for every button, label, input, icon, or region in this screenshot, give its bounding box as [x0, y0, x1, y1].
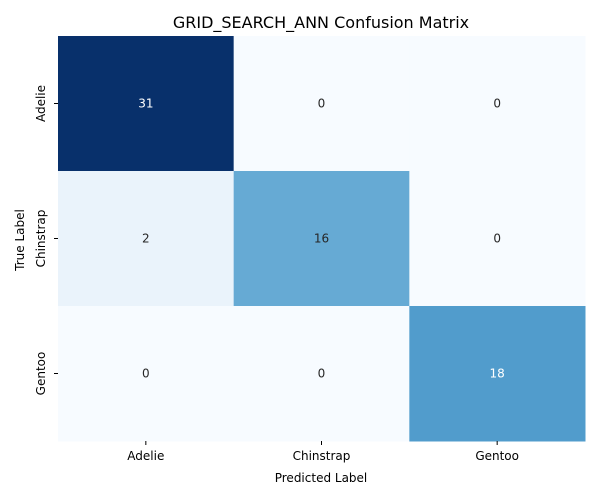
x-axis-label: Predicted Label: [275, 471, 368, 485]
y-tick-label-0: Adelie: [34, 85, 48, 122]
heatmap-cell-0-1: [233, 36, 410, 172]
y-tick-label-2: Gentoo: [34, 352, 48, 396]
x-tick-label-1: Chinstrap: [293, 449, 351, 463]
x-axis-ticks: Adelie Chinstrap Gentoo: [127, 441, 519, 463]
chart-title: GRID_SEARCH_ANN Confusion Matrix: [173, 13, 469, 33]
cell-value-label-0-1: 0: [318, 97, 326, 111]
heatmap-cells: [58, 36, 586, 442]
heatmap-cell-labels: 31 0 0 2 16 0 0 0 18: [138, 97, 505, 381]
cell-value-label-1-2: 0: [493, 232, 501, 246]
heatmap-cell-1-2: [409, 171, 586, 307]
heatmap-cell-2-0: [58, 306, 235, 442]
y-axis-ticks: Adelie Chinstrap Gentoo: [34, 85, 58, 395]
heatmap-cell-1-1: [233, 171, 410, 307]
cell-value-label-2-0: 0: [142, 367, 150, 381]
cell-value-label-2-2: 18: [490, 367, 505, 381]
y-tick-label-1: Chinstrap: [34, 210, 48, 268]
heatmap-cell-2-1: [233, 306, 410, 442]
heatmap-cell-0-2: [409, 36, 586, 172]
y-axis-label: True Label: [13, 209, 27, 272]
heatmap-cell-1-0: [58, 171, 235, 307]
cell-value-label-1-0: 2: [142, 232, 150, 246]
cell-value-label-0-2: 0: [493, 97, 501, 111]
cell-value-label-1-1: 16: [314, 232, 329, 246]
heatmap-cell-2-2: [409, 306, 586, 442]
cell-value-label-2-1: 0: [318, 367, 326, 381]
x-tick-label-0: Adelie: [127, 449, 164, 463]
x-tick-label-2: Gentoo: [475, 449, 519, 463]
cell-value-label-0-0: 31: [138, 97, 153, 111]
heatmap-cell-0-0: [58, 36, 235, 172]
